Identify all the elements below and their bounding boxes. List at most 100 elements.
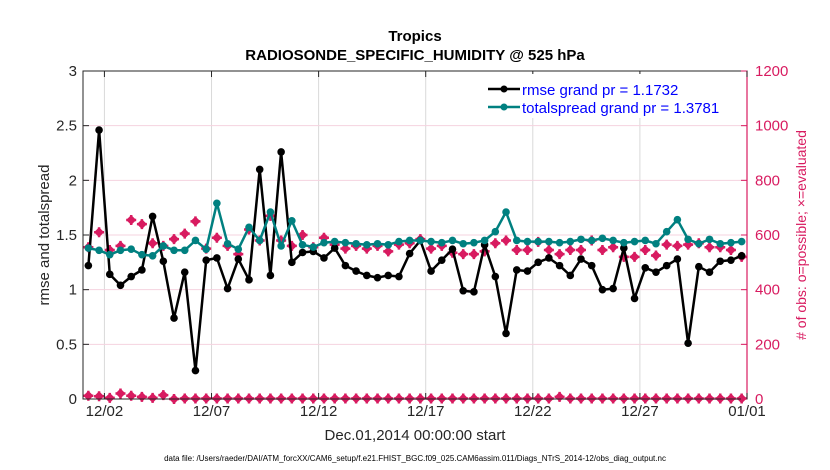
x-tick-label: 12/27 [621, 403, 659, 420]
obs-possible-marker [672, 240, 683, 251]
point-rmse [545, 254, 553, 262]
point-rmse [491, 272, 500, 281]
point-rmse [641, 264, 650, 272]
obs-possible-marker [650, 250, 661, 261]
obs-evaluated-marker [372, 393, 383, 404]
point-totalspread [320, 238, 328, 247]
obs-evaluated-marker [286, 393, 297, 404]
obs-evaluated-marker [447, 393, 458, 404]
point-totalspread [159, 242, 168, 250]
legend-label-rmse: rmse grand pr = 1.1732 [522, 82, 678, 99]
y-right-tick-label: 200 [755, 336, 780, 353]
point-totalspread [330, 237, 339, 246]
point-rmse [523, 267, 532, 275]
point-rmse [566, 271, 575, 280]
point-totalspread [684, 235, 692, 244]
obs-evaluated-marker [415, 393, 426, 404]
point-totalspread [673, 215, 682, 224]
y-right-tick-label: 1000 [755, 118, 788, 135]
point-rmse [695, 262, 703, 271]
obs-evaluated-marker [458, 393, 469, 404]
obs-evaluated-marker [254, 393, 265, 404]
obs-evaluated-marker [543, 393, 554, 404]
point-rmse [405, 249, 414, 258]
point-totalspread [395, 237, 403, 246]
point-rmse [95, 126, 103, 134]
obs-possible-marker [543, 245, 554, 256]
chart-subtitle: RADIOSONDE_SPECIFIC_HUMIDITY @ 525 hPa [245, 47, 585, 64]
point-totalspread [405, 236, 414, 245]
obs-evaluated-marker [586, 393, 597, 404]
point-rmse [737, 251, 746, 260]
point-totalspread [534, 237, 542, 246]
y-right-tick-label: 0 [755, 391, 763, 408]
obs-evaluated-marker [276, 393, 287, 404]
obs-evaluated-marker [672, 393, 683, 404]
y-axis-left: 0 0.5 1 1.5 2 2.5 3 [56, 63, 89, 408]
point-rmse [288, 258, 296, 267]
point-rmse [320, 254, 328, 262]
point-rmse [180, 268, 189, 276]
obs-possible-marker [554, 249, 565, 260]
point-rmse [159, 257, 168, 266]
point-rmse [330, 244, 339, 252]
obs-evaluated-marker [329, 393, 340, 404]
obs-evaluated-marker [308, 393, 319, 404]
obs-possible-marker [458, 249, 469, 260]
x-tick-label: 12/17 [407, 403, 445, 420]
footnote: data file: /Users/raeder/DAI/ATM_forcXX/… [164, 454, 666, 463]
obs-possible-marker [576, 245, 586, 256]
point-totalspread [652, 239, 660, 248]
obs-evaluated-marker [629, 393, 640, 404]
point-rmse [448, 245, 457, 254]
point-rmse [662, 261, 671, 270]
point-rmse [620, 244, 628, 252]
obs-evaluated-marker [479, 393, 490, 404]
obs-possible-marker [169, 234, 180, 245]
obs-evaluated-marker [179, 393, 190, 404]
obs-possible-marker [629, 251, 640, 262]
point-totalspread [716, 239, 725, 248]
obs-possible-marker [190, 216, 201, 227]
point-rmse [202, 256, 210, 264]
point-rmse [363, 271, 371, 280]
obs-possible-marker [522, 245, 533, 256]
obs-evaluated-marker [233, 393, 244, 404]
obs-evaluated-marker [383, 393, 394, 404]
point-totalspread [191, 236, 200, 245]
obs-evaluated-marker [533, 393, 544, 404]
obs-evaluated-marker [565, 393, 576, 404]
y-right-tick-label: 800 [755, 172, 780, 189]
point-totalspread [84, 244, 93, 252]
point-totalspread [266, 208, 275, 216]
point-totalspread [587, 236, 596, 245]
point-rmse [138, 266, 146, 274]
point-rmse [705, 268, 714, 276]
point-rmse [512, 266, 521, 274]
point-rmse [170, 314, 178, 322]
point-rmse [598, 285, 607, 294]
point-totalspread [555, 238, 564, 247]
point-rmse [266, 271, 275, 280]
point-totalspread [512, 236, 521, 245]
point-totalspread [223, 239, 232, 248]
point-rmse [630, 294, 639, 303]
point-totalspread [609, 236, 617, 245]
obs-possible-marker [640, 245, 651, 256]
point-totalspread [459, 239, 467, 248]
obs-evaluated-marker [318, 393, 329, 404]
point-totalspread [448, 236, 457, 245]
y-tick-label: 1.5 [56, 227, 77, 244]
obs-evaluated-marker [501, 393, 512, 404]
point-rmse [673, 255, 682, 263]
point-totalspread [255, 236, 264, 245]
point-totalspread [95, 246, 103, 255]
point-totalspread [427, 237, 435, 246]
obs-evaluated-marker [104, 392, 115, 403]
obs-possible-marker [511, 245, 522, 256]
y-tick-label: 1 [69, 282, 77, 299]
legend-marker-totalspread [500, 103, 508, 111]
point-rmse [127, 272, 135, 281]
point-rmse [555, 261, 564, 270]
